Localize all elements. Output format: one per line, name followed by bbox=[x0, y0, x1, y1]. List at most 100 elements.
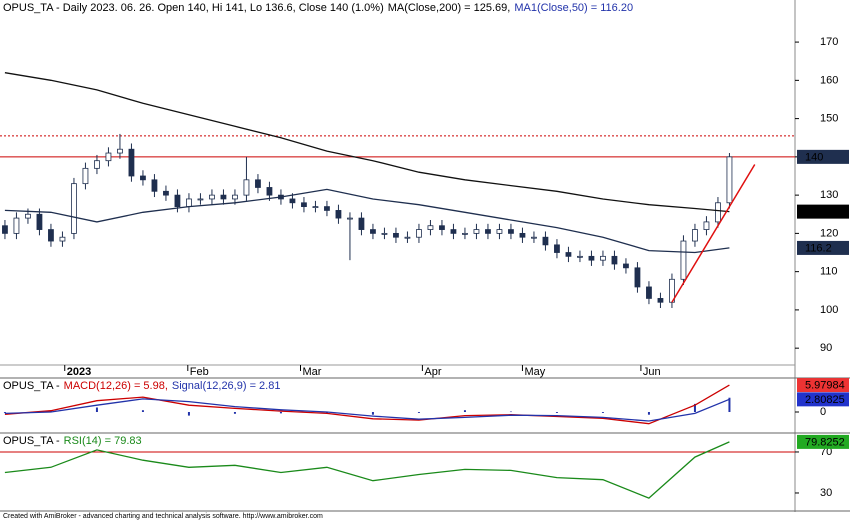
candle-body bbox=[531, 236, 537, 239]
candle-body bbox=[657, 298, 664, 303]
candle-body bbox=[715, 202, 721, 223]
title-part: MA(Close,200) = 125.69, bbox=[388, 2, 511, 14]
histogram-bar bbox=[325, 412, 328, 414]
candle-body bbox=[427, 225, 434, 230]
candle-body bbox=[71, 183, 77, 234]
candle-body bbox=[48, 229, 54, 242]
candle-body bbox=[646, 286, 652, 299]
candle-body bbox=[347, 217, 353, 220]
title-part: Signal(12,26,9) = 2.81 bbox=[172, 380, 281, 392]
y-tick-label: 160 bbox=[820, 74, 838, 86]
candle-body bbox=[565, 252, 572, 257]
footer: Created with AmiBroker - advanced charti… bbox=[3, 513, 323, 520]
value-tag-label: 2.80825 bbox=[805, 394, 845, 406]
candle-body bbox=[588, 255, 595, 261]
candle-body bbox=[186, 198, 192, 208]
candle-body bbox=[473, 229, 480, 234]
histogram-bar bbox=[647, 412, 650, 415]
x-tick-label: Apr bbox=[424, 366, 441, 378]
histogram-bar bbox=[693, 403, 696, 413]
trend-line bbox=[671, 164, 756, 303]
value-tag-label: 140 bbox=[805, 151, 823, 163]
indicator-line bbox=[4, 441, 730, 499]
candle-body bbox=[36, 213, 43, 230]
histogram-bar bbox=[371, 412, 374, 415]
candle-body bbox=[611, 255, 618, 265]
histogram-bar bbox=[3, 412, 6, 413]
candle-body bbox=[105, 152, 112, 162]
candle-body bbox=[703, 221, 710, 230]
candle-body bbox=[462, 232, 468, 235]
value-tag-label: 125.688 bbox=[805, 206, 845, 218]
histogram-bar bbox=[728, 397, 731, 413]
title-part: MACD(12,26) = 5.98, bbox=[64, 380, 168, 392]
y-tick-label: 100 bbox=[820, 304, 838, 316]
value-tag bbox=[797, 149, 849, 164]
y-tick-label: 170 bbox=[820, 36, 838, 48]
histogram-bar bbox=[417, 412, 420, 413]
candle-body bbox=[255, 179, 261, 188]
candle-body bbox=[393, 232, 399, 238]
value-tag-label: 79.8252 bbox=[805, 436, 845, 448]
candle-body bbox=[416, 229, 422, 238]
x-tick-label: 2023 bbox=[67, 366, 91, 378]
candle-body bbox=[324, 206, 330, 211]
y-tick-label: 90 bbox=[820, 342, 832, 354]
value-tag-label: 116.2 bbox=[805, 242, 832, 254]
candle-body bbox=[554, 244, 560, 253]
candle-body bbox=[266, 187, 273, 196]
candle-body bbox=[358, 217, 365, 230]
indicator-line bbox=[4, 72, 730, 213]
histogram-bar bbox=[279, 412, 282, 414]
candle-body bbox=[220, 194, 227, 200]
candle-body bbox=[623, 263, 629, 269]
candle-body bbox=[232, 194, 238, 200]
candle-body bbox=[450, 229, 457, 234]
candle-body bbox=[13, 217, 20, 234]
panel-title: OPUS_TA - Daily 2023. 06. 26. Open 140, … bbox=[3, 2, 633, 14]
candle-body bbox=[496, 229, 503, 234]
x-tick-label: Mar bbox=[302, 366, 321, 378]
y-tick-label: 30 bbox=[820, 487, 832, 499]
candle-body bbox=[680, 240, 687, 280]
x-tick-label: May bbox=[524, 366, 545, 378]
candle-body bbox=[381, 232, 388, 235]
histogram-bar bbox=[141, 410, 144, 413]
y-tick-label: 130 bbox=[820, 189, 838, 201]
value-tag bbox=[797, 392, 849, 407]
x-tick-label: Jun bbox=[643, 366, 661, 378]
candle-body bbox=[439, 225, 445, 230]
candle-body bbox=[370, 229, 376, 234]
x-tick-label: Feb bbox=[190, 366, 209, 378]
candle-body bbox=[485, 229, 491, 234]
histogram-bar bbox=[509, 411, 512, 413]
candle-body bbox=[404, 236, 411, 239]
candle-body bbox=[197, 198, 204, 201]
candle-body bbox=[174, 194, 181, 208]
title-part: OPUS_TA - bbox=[3, 380, 60, 392]
candle-body bbox=[151, 179, 158, 192]
y-tick-label: 0 bbox=[820, 406, 826, 418]
title-part: OPUS_TA - Daily 2023. 06. 26. Open 140, … bbox=[3, 2, 384, 14]
value-tag bbox=[797, 204, 849, 219]
candle-body bbox=[25, 213, 31, 219]
candle-body bbox=[519, 232, 526, 238]
histogram-bar bbox=[187, 412, 190, 416]
title-part: OPUS_TA - bbox=[3, 435, 60, 447]
candle-body bbox=[243, 179, 250, 196]
panel-title: OPUS_TA - MACD(12,26) = 5.98, Signal(12,26… bbox=[3, 380, 280, 392]
candle-body bbox=[94, 160, 100, 169]
candle-body bbox=[289, 198, 296, 204]
value-tag bbox=[797, 434, 849, 449]
candle-body bbox=[692, 229, 698, 242]
candle-body bbox=[117, 148, 123, 154]
candle-body bbox=[508, 229, 514, 234]
y-tick-label: 120 bbox=[820, 227, 838, 239]
candle-body bbox=[600, 255, 606, 261]
candle-body bbox=[163, 190, 169, 196]
panel-title: OPUS_TA - RSI(14) = 79.83 bbox=[3, 435, 142, 447]
indicator-line bbox=[4, 398, 730, 422]
y-tick-label: 110 bbox=[820, 266, 838, 278]
value-tag-label: 5.97984 bbox=[805, 379, 845, 391]
